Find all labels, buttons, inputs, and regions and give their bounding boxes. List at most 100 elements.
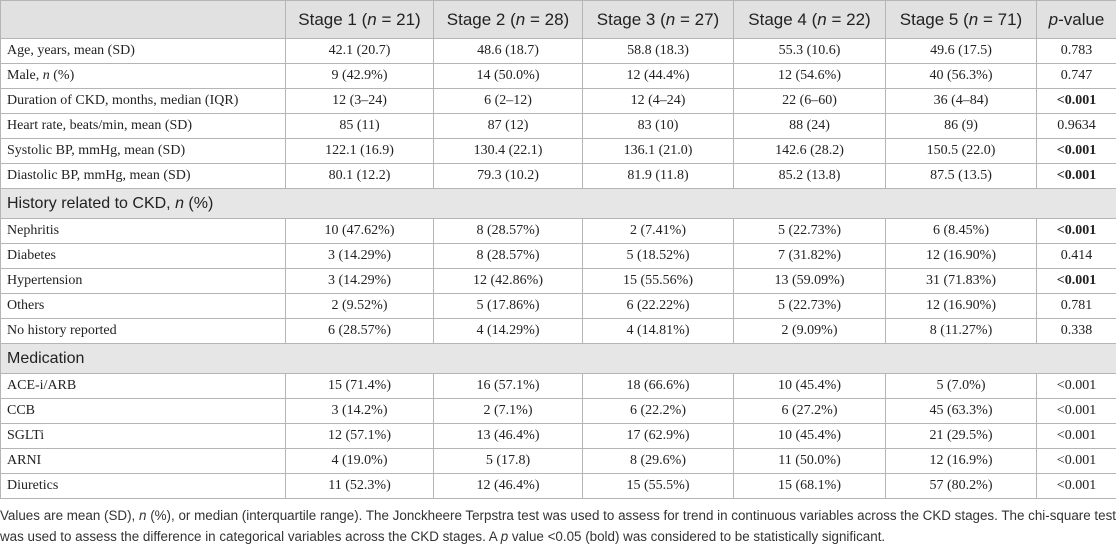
- value-cell: 45 (63.3%): [885, 398, 1037, 424]
- data-row: Diabetes 3 (14.29%) 8 (28.57%) 5 (18.52%) 7 …: [0, 243, 1116, 269]
- value-cell: 4 (14.81%): [582, 318, 734, 344]
- value-cell: 15 (71.4%): [285, 373, 434, 399]
- header-cell: Stage 2 (n = 28): [433, 0, 583, 39]
- text: Duration of CKD, months, median (IQR): [7, 93, 239, 108]
- header-cell: Stage 4 (n = 22): [733, 0, 886, 39]
- text: No history reported: [7, 323, 117, 338]
- value-cell: 15 (68.1%): [733, 473, 886, 499]
- value-cell: 31 (71.83%): [885, 268, 1037, 294]
- italic-text: p: [500, 529, 509, 544]
- text: value <0.05 (bold) was considered to be …: [508, 529, 886, 544]
- data-row: Nephritis 10 (47.62%) 8 (28.57%) 2 (7.41%) 5…: [0, 218, 1116, 244]
- data-row: Heart rate, beats/min, mean (SD) 85 (11) 8…: [0, 113, 1116, 139]
- text: = 27): [675, 9, 720, 29]
- p-value-cell: <0.001: [1036, 373, 1116, 399]
- value-cell: 3 (14.2%): [285, 398, 434, 424]
- value-cell: 8 (11.27%): [885, 318, 1037, 344]
- value-cell: 11 (52.3%): [285, 473, 434, 499]
- text: Values are mean (SD),: [0, 508, 139, 523]
- value-cell: 17 (62.9%): [582, 423, 734, 449]
- text: Stage 5 (: [899, 9, 969, 29]
- text: ARNI: [7, 453, 42, 468]
- p-value-cell: <0.001: [1036, 163, 1116, 189]
- value-cell: 22 (6–60): [733, 88, 886, 114]
- text: Diuretics: [7, 478, 59, 493]
- row-label: Male, n (%): [0, 63, 286, 89]
- value-cell: 2 (9.52%): [285, 293, 434, 319]
- section-row: History related to CKD, n (%): [0, 188, 1116, 219]
- row-label: Diastolic BP, mmHg, mean (SD): [0, 163, 286, 189]
- value-cell: 12 (44.4%): [582, 63, 734, 89]
- italic-text: n: [968, 9, 979, 29]
- row-label: Age, years, mean (SD): [0, 38, 286, 64]
- value-cell: 14 (50.0%): [433, 63, 583, 89]
- value-cell: 5 (17.86%): [433, 293, 583, 319]
- p-value-cell: <0.001: [1036, 398, 1116, 424]
- text: Medication: [7, 349, 85, 367]
- value-cell: 18 (66.6%): [582, 373, 734, 399]
- value-cell: 36 (4–84): [885, 88, 1037, 114]
- value-cell: 12 (16.90%): [885, 243, 1037, 269]
- footnote: Values are mean (SD), n (%), or median (…: [0, 505, 1116, 547]
- text: -value: [1058, 9, 1105, 29]
- value-cell: 3 (14.29%): [285, 243, 434, 269]
- value-cell: 6 (8.45%): [885, 218, 1037, 244]
- value-cell: 83 (10): [582, 113, 734, 139]
- section-row: Medication: [0, 343, 1116, 374]
- row-label: Systolic BP, mmHg, mean (SD): [0, 138, 286, 164]
- text: CCB: [7, 403, 36, 418]
- value-cell: 87.5 (13.5): [885, 163, 1037, 189]
- section-cell: Medication: [0, 343, 1116, 374]
- row-label: ARNI: [0, 448, 286, 474]
- data-row: No history reported 6 (28.57%) 4 (14.29%) 4…: [0, 318, 1116, 344]
- data-row: Systolic BP, mmHg, mean (SD) 122.1 (16.9)…: [0, 138, 1116, 164]
- italic-text: n: [139, 508, 147, 523]
- value-cell: 10 (45.4%): [733, 423, 886, 449]
- value-cell: 12 (54.6%): [733, 63, 886, 89]
- p-value-cell: <0.001: [1036, 448, 1116, 474]
- text: Diastolic BP, mmHg, mean (SD): [7, 168, 191, 183]
- value-cell: 4 (19.0%): [285, 448, 434, 474]
- value-cell: 8 (29.6%): [582, 448, 734, 474]
- text: SGLTi: [7, 428, 45, 443]
- data-row: Age, years, mean (SD) 42.1 (20.7) 48.6 (18…: [0, 38, 1116, 64]
- value-cell: 5 (17.8): [433, 448, 583, 474]
- value-cell: 58.8 (18.3): [582, 38, 734, 64]
- value-cell: 15 (55.5%): [582, 473, 734, 499]
- value-cell: 57 (80.2%): [885, 473, 1037, 499]
- text: ACE-i/ARB: [7, 378, 77, 393]
- value-cell: 12 (46.4%): [433, 473, 583, 499]
- value-cell: 81.9 (11.8): [582, 163, 734, 189]
- data-row: ACE-i/ARB 15 (71.4%) 16 (57.1%) 18 (66.6%) 1…: [0, 373, 1116, 399]
- value-cell: 12 (3–24): [285, 88, 434, 114]
- text: = 22): [826, 9, 871, 29]
- p-value-cell: <0.001: [1036, 88, 1116, 114]
- value-cell: 122.1 (16.9): [285, 138, 434, 164]
- text: Others: [7, 298, 45, 313]
- text: Hypertension: [7, 273, 83, 288]
- text: Heart rate, beats/min, mean (SD): [7, 118, 193, 133]
- italic-text: p: [1048, 9, 1059, 29]
- text: Nephritis: [7, 223, 60, 238]
- text: Stage 3 (: [596, 9, 666, 29]
- value-cell: 10 (45.4%): [733, 373, 886, 399]
- value-cell: 42.1 (20.7): [285, 38, 434, 64]
- text: Age, years, mean (SD): [7, 43, 135, 58]
- row-label: No history reported: [0, 318, 286, 344]
- value-cell: 40 (56.3%): [885, 63, 1037, 89]
- value-cell: 11 (50.0%): [733, 448, 886, 474]
- text: (%): [49, 68, 75, 83]
- p-value-cell: <0.001: [1036, 138, 1116, 164]
- data-row: ARNI 4 (19.0%) 5 (17.8) 8 (29.6%) 11 (50.0%)…: [0, 448, 1116, 474]
- value-cell: 3 (14.29%): [285, 268, 434, 294]
- text: (%): [183, 194, 214, 212]
- header-cell: p-value: [1036, 0, 1116, 39]
- row-label: Diabetes: [0, 243, 286, 269]
- value-cell: 142.6 (28.2): [733, 138, 886, 164]
- italic-text: n: [367, 9, 377, 29]
- row-label: Nephritis: [0, 218, 286, 244]
- text: = 21): [376, 9, 421, 29]
- value-cell: 12 (16.90%): [885, 293, 1037, 319]
- text: = 28): [525, 9, 570, 29]
